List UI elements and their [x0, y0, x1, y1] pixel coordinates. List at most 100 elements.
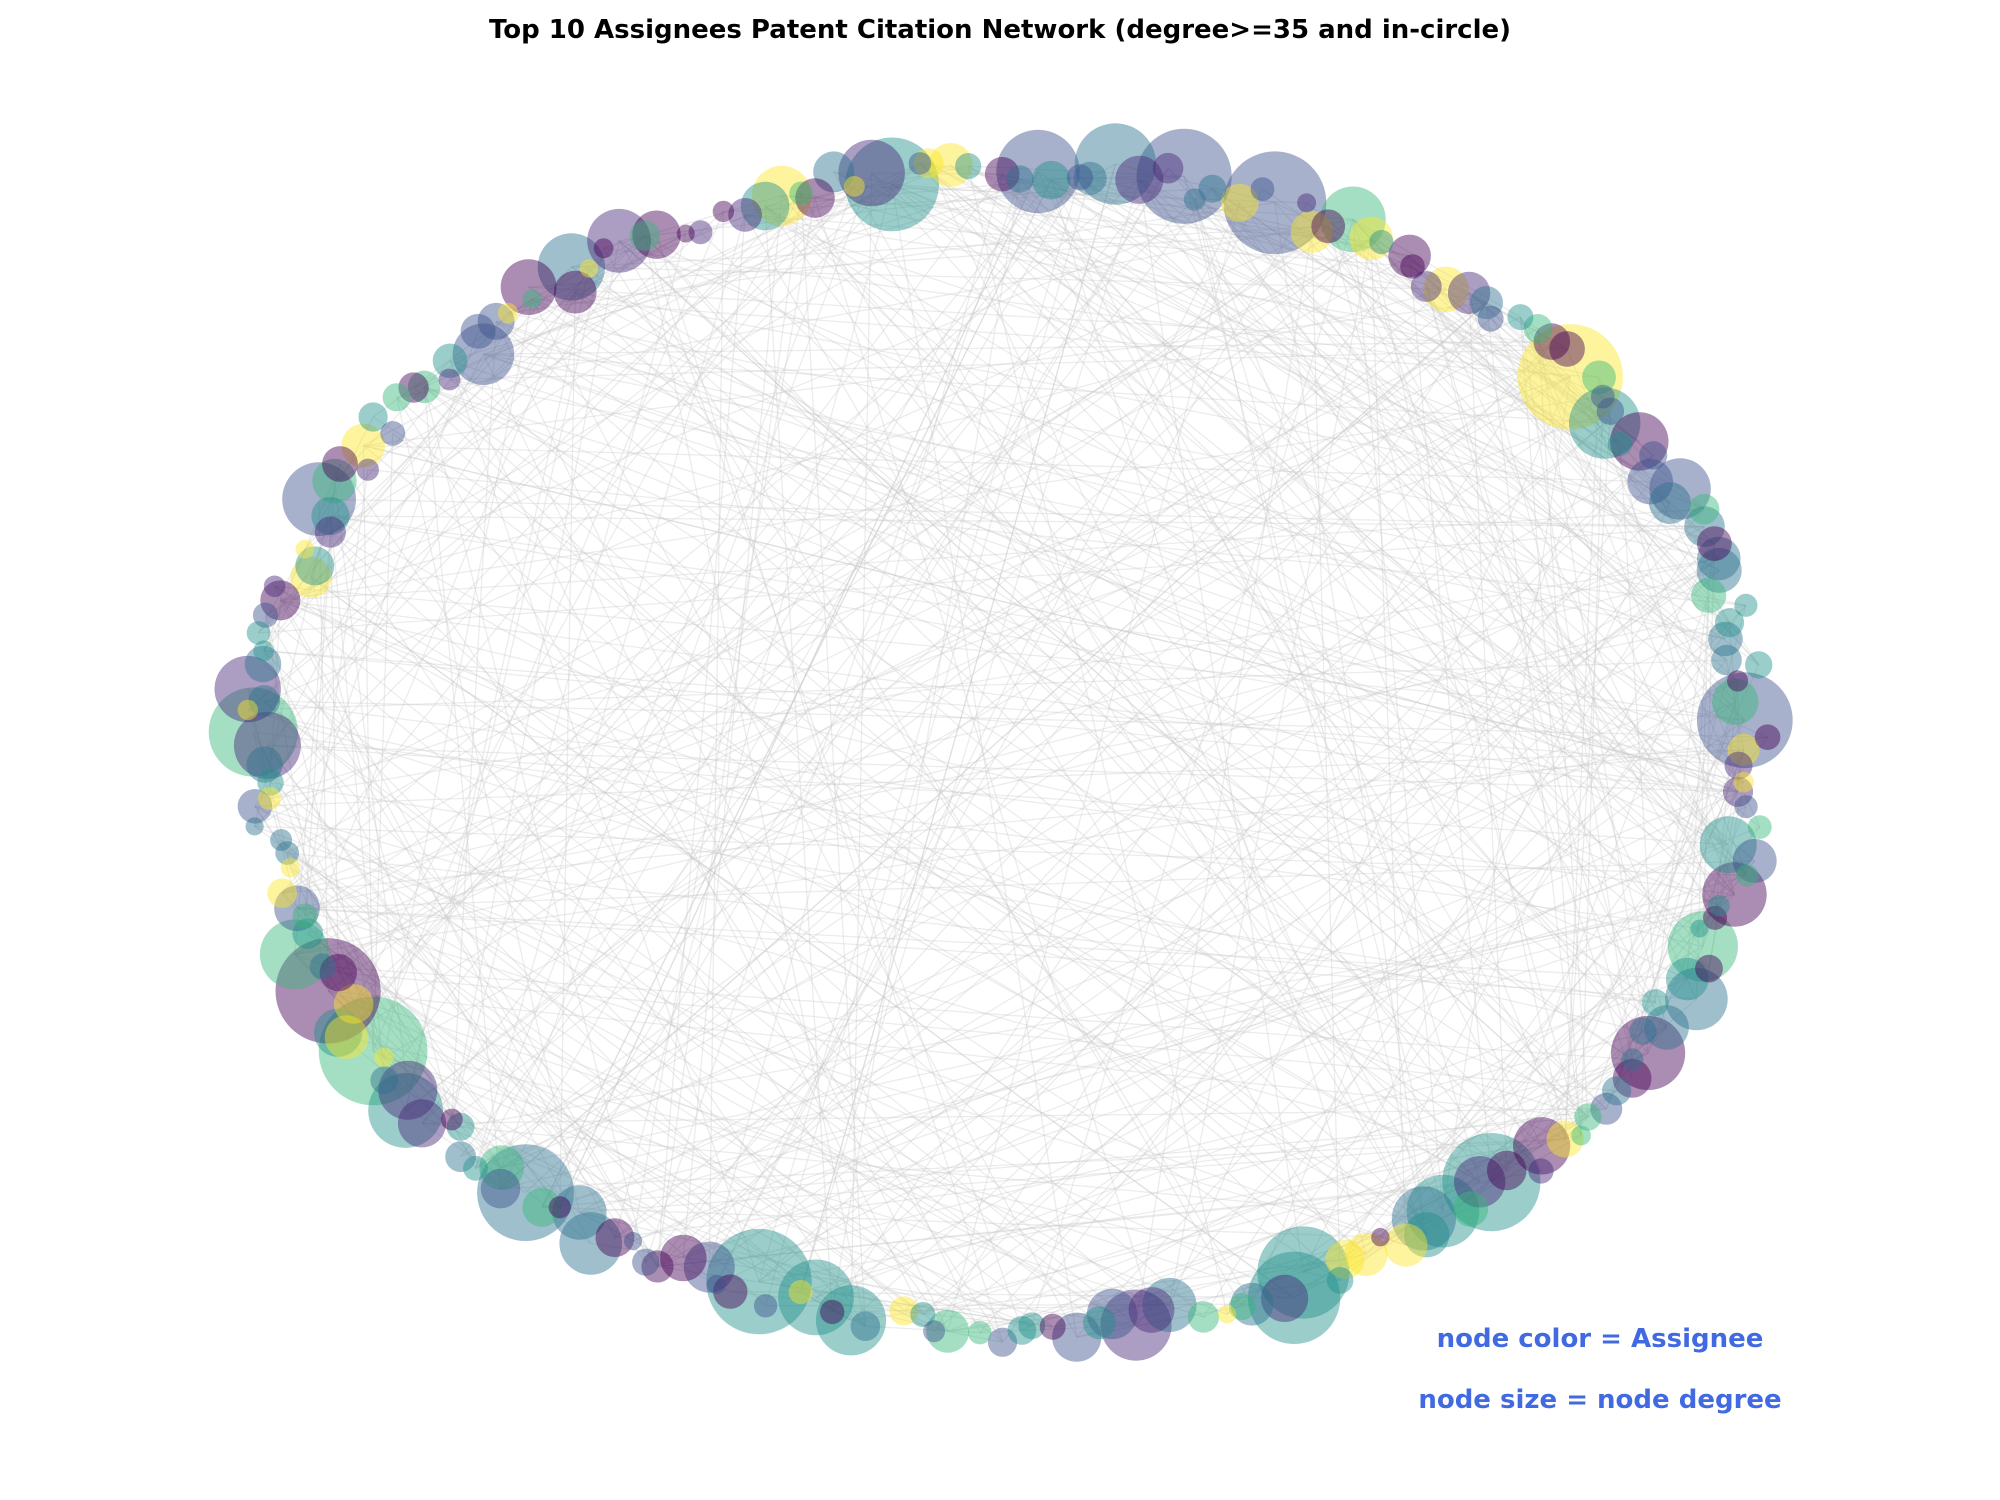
patent-node: [1187, 1301, 1220, 1333]
citation-edge: [383, 1056, 501, 1190]
citation-edge: [281, 892, 717, 1285]
citation-edge: [1352, 218, 1521, 318]
citation-edge: [1468, 292, 1668, 1028]
citation-edge: [304, 312, 509, 550]
citation-edge: [264, 615, 324, 967]
citation-edge: [294, 953, 1228, 1315]
citation-edge: [330, 515, 1739, 767]
citation-edge: [1408, 255, 1492, 1183]
patent-node: [1629, 1017, 1657, 1045]
citation-edge: [1379, 719, 1746, 1238]
citation-edge: [281, 410, 1611, 894]
citation-edge: [574, 291, 1720, 907]
patent-node: [753, 1294, 778, 1318]
citation-edge: [758, 1280, 1053, 1328]
patent-node: [1665, 957, 1709, 1001]
citation-edge: [764, 206, 833, 1312]
citation-edge: [483, 178, 1021, 355]
citation-edge: [919, 162, 1729, 846]
citation-edge: [645, 318, 1492, 1263]
citation-edge: [531, 298, 1739, 793]
citation-edge: [1519, 317, 1633, 1060]
citation-edge: [383, 176, 1081, 1081]
citation-edge: [475, 396, 1604, 1169]
citation-edge: [708, 211, 725, 1268]
patent-node: [1596, 397, 1625, 425]
citation-edge: [1167, 167, 1748, 876]
citation-edge: [289, 331, 479, 869]
citation-edge: [383, 1056, 1204, 1318]
patent-node: [358, 402, 388, 432]
patent-node: [1627, 458, 1673, 505]
citation-edge: [269, 376, 1571, 800]
citation-edge: [1001, 173, 1720, 907]
citation-edge: [362, 445, 1367, 1256]
citation-edge: [1541, 664, 1760, 1147]
citation-edge: [346, 1036, 1341, 1282]
citation-edge: [330, 515, 1745, 721]
citation-edge: [254, 805, 1113, 1315]
patent-node: [1582, 360, 1616, 395]
patent-node: [641, 1250, 674, 1283]
citation-edge: [266, 192, 802, 746]
citation-edge: [507, 202, 1275, 314]
citation-edge: [1708, 782, 1745, 969]
patent-node: [1391, 1186, 1456, 1251]
patent-node: [660, 1234, 707, 1282]
citation-edge: [310, 565, 316, 578]
patent-node: [280, 858, 301, 878]
patent-node: [1115, 155, 1164, 204]
citation-edge: [372, 1050, 1033, 1327]
citation-edge: [1284, 1217, 1425, 1299]
citation-edge: [423, 386, 1720, 907]
citation-edge: [363, 444, 1744, 783]
citation-edge: [559, 171, 1039, 1208]
citation-edge: [1468, 292, 1571, 378]
citation-edge: [574, 235, 646, 293]
citation-edge: [831, 302, 1487, 1313]
patent-node: [1712, 678, 1759, 725]
patent-node: [312, 458, 357, 504]
patent-node: [910, 1302, 936, 1327]
citation-edge: [507, 235, 646, 314]
citation-edge: [254, 235, 646, 807]
citation-edge: [758, 454, 1654, 1283]
citation-edge: [495, 320, 1633, 1061]
patent-node: [1528, 1158, 1554, 1184]
citation-edge: [396, 396, 1004, 1343]
citation-edge: [314, 240, 620, 567]
citation-edge: [1303, 1210, 1444, 1274]
citation-edge: [1339, 1030, 1644, 1281]
citation-edge: [264, 353, 484, 765]
citation-edge: [254, 805, 1542, 1172]
citation-edge: [618, 240, 1243, 1308]
citation-edge: [449, 360, 760, 1282]
citation-edge: [541, 1116, 1588, 1208]
patent-node: [623, 1231, 643, 1251]
citation-edge: [891, 184, 1078, 1338]
citation-edge: [263, 531, 331, 652]
citation-edge: [947, 1052, 1649, 1332]
patent-node: [253, 640, 275, 662]
patent-node: [1590, 384, 1615, 409]
citation-edge: [286, 237, 1372, 854]
patent-node: [1247, 1251, 1341, 1345]
patent-node: [1732, 838, 1777, 883]
patent-node: [1223, 151, 1327, 255]
patent-node: [1152, 152, 1184, 184]
patent-node: [1607, 431, 1633, 457]
citation-edge: [267, 744, 1729, 846]
citation-edge: [1138, 179, 1705, 510]
citation-edge: [1302, 502, 1671, 1273]
citation-edge: [495, 320, 1481, 1183]
citation-edge: [266, 745, 647, 1263]
patent-node: [237, 699, 258, 721]
patent-node: [813, 151, 855, 193]
citation-edge: [266, 745, 659, 1267]
citation-edge: [528, 231, 1312, 288]
patent-node: [1649, 458, 1711, 520]
citation-edge: [333, 480, 409, 1091]
citation-edge: [1194, 198, 1611, 412]
citation-edge: [1019, 175, 1185, 180]
citation-edge: [832, 1304, 1170, 1313]
